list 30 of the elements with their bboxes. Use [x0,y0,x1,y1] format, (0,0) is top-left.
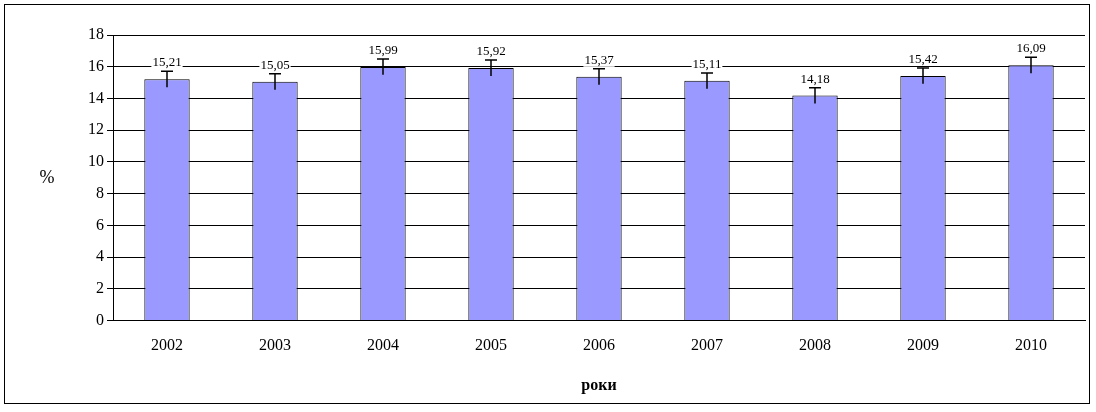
data-label: 15,05 [260,56,290,72]
data-label: 15,92 [476,42,506,58]
y-tick-label: 0 [96,310,104,328]
y-axis-title: % [39,166,55,187]
y-tick-label: 12 [88,120,104,138]
data-label: 15,21 [152,54,182,70]
x-axis-title: роки [581,375,617,394]
x-tick-label: 2007 [691,336,723,354]
x-tick-label: 2006 [583,336,615,354]
data-label: 14,18 [800,70,830,86]
y-tick-label: 18 [88,25,104,43]
x-tick-label: 2010 [1015,336,1047,354]
y-tick-label: 14 [88,88,104,106]
y-tick-label: 16 [88,56,104,74]
x-tick-label: 2003 [259,336,291,354]
y-tick-label: 10 [88,152,104,170]
x-tick-label: 2004 [367,336,399,354]
data-label: 15,42 [908,50,938,66]
x-tick-label: 2002 [151,336,183,354]
data-label: 15,99 [368,41,398,57]
data-label: 15,37 [584,51,615,67]
y-tick-label: 6 [96,215,104,233]
y-tick-label: 8 [96,183,104,201]
x-tick-label: 2008 [799,336,831,354]
x-tick-label: 2009 [907,336,939,354]
data-label: 16,09 [1016,40,1046,56]
x-tick-label: 2005 [475,336,507,354]
data-label: 15,11 [692,55,722,71]
y-tick-label: 2 [96,279,104,297]
y-tick-label: 4 [96,247,104,265]
